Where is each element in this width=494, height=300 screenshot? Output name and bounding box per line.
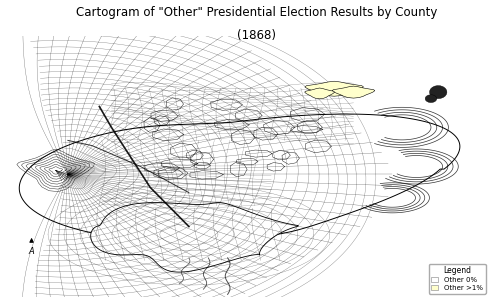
Polygon shape <box>305 88 334 99</box>
Text: Cartogram of "Other" Presidential Election Results by County: Cartogram of "Other" Presidential Electi… <box>76 6 438 19</box>
Polygon shape <box>430 85 447 99</box>
Polygon shape <box>332 86 375 98</box>
Polygon shape <box>91 202 298 272</box>
Polygon shape <box>425 95 437 103</box>
Legend: Other 0%, Other >1%: Other 0%, Other >1% <box>428 263 486 293</box>
Text: A: A <box>29 248 35 256</box>
Polygon shape <box>305 81 364 96</box>
Text: (1868): (1868) <box>238 28 276 41</box>
Polygon shape <box>19 114 460 242</box>
